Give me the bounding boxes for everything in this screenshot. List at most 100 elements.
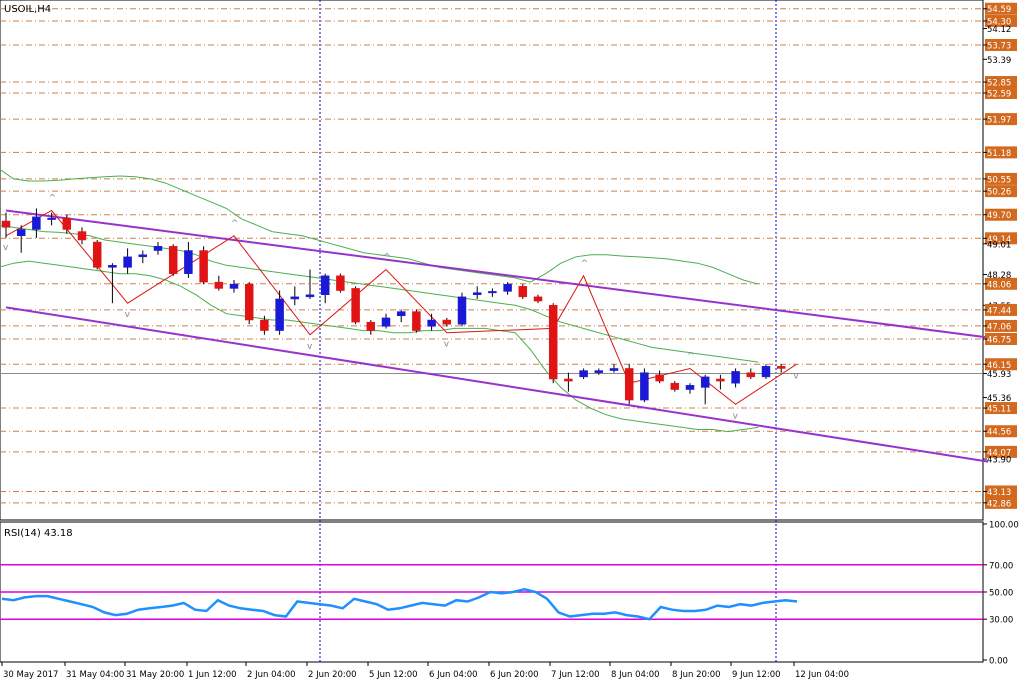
bullish-candle[interactable] <box>488 291 497 294</box>
bearish-candle[interactable] <box>214 281 224 289</box>
price-axis-label: 49.01 <box>987 240 1011 250</box>
bearish-candle[interactable] <box>442 319 452 325</box>
bollinger-upper-line <box>0 168 759 285</box>
bullish-candle[interactable] <box>685 385 695 390</box>
price-axis-label: 50.26 <box>987 188 1011 198</box>
price-level-badge <box>985 172 1017 185</box>
price-level-badge <box>985 332 1017 345</box>
bearish-candle[interactable] <box>518 286 528 298</box>
price-axis-label: 53.73 <box>987 41 1011 51</box>
bearish-candle[interactable] <box>624 368 634 401</box>
price-level-badge <box>985 358 1017 371</box>
time-axis-label: 30 May 2017 <box>3 670 58 680</box>
time-axis-label: 7 Jun 12:00 <box>551 670 600 680</box>
bearish-candle[interactable] <box>366 321 376 331</box>
bullish-candle[interactable] <box>153 246 163 251</box>
bullish-candle[interactable] <box>609 368 619 371</box>
price-axis-label: 47.44 <box>987 306 1011 316</box>
time-axis-label: 31 May 04:00 <box>66 670 124 680</box>
bullish-candle[interactable] <box>579 370 588 378</box>
bearish-candle[interactable] <box>62 217 72 230</box>
bearish-candle[interactable] <box>548 305 558 380</box>
main-price-panel[interactable] <box>0 0 984 521</box>
price-level-badge <box>985 232 1017 245</box>
bullish-candle[interactable] <box>594 370 604 373</box>
bullish-candle[interactable] <box>275 298 284 331</box>
time-axis-label: 2 Jun 20:00 <box>308 670 357 680</box>
bullish-candle[interactable] <box>381 317 391 327</box>
fractal-down-arrow-icon: v <box>733 411 739 421</box>
channel-lower-line[interactable] <box>5 306 989 463</box>
symbol-title: USOIL,H4 <box>4 4 51 15</box>
bearish-candle[interactable] <box>351 288 360 323</box>
rsi-axis-label: 30.00 <box>989 616 1013 626</box>
bullish-candle[interactable] <box>290 296 300 300</box>
fractal-down-arrow-icon: v <box>125 310 131 320</box>
bearish-candle[interactable] <box>670 382 680 390</box>
bullish-candle[interactable] <box>396 311 406 317</box>
bearish-candle[interactable] <box>776 366 786 369</box>
fractal-down-arrow-icon: v <box>307 342 313 352</box>
rsi-axis-label: 100.00 <box>989 521 1019 531</box>
price-axis-label: 48.06 <box>987 280 1011 290</box>
price-level-badge <box>985 2 1017 15</box>
bullish-candle[interactable] <box>320 275 330 296</box>
price-axis-label: 45.36 <box>987 394 1011 404</box>
rsi-axis-label: 70.00 <box>989 561 1013 571</box>
price-axis-label: 49.14 <box>987 235 1011 245</box>
bullish-candle[interactable] <box>138 254 148 258</box>
rsi-axis-label: 50.00 <box>989 589 1013 599</box>
time-axis-label: 5 Jun 12:00 <box>369 670 418 680</box>
bearish-candle[interactable] <box>92 241 102 268</box>
bullish-candle[interactable] <box>229 283 239 289</box>
price-axis-label: 54.59 <box>987 5 1011 15</box>
rsi-axis-label: 0.00 <box>989 657 1008 667</box>
bullish-candle[interactable] <box>32 216 41 230</box>
time-axis-label: 31 May 20:00 <box>126 670 184 680</box>
bullish-candle[interactable] <box>640 372 649 401</box>
bullish-candle[interactable] <box>731 371 740 384</box>
bearish-candle[interactable] <box>199 250 208 283</box>
channel-upper-line[interactable] <box>5 209 989 339</box>
price-axis-label: 50.55 <box>987 175 1011 185</box>
bullish-candle[interactable] <box>427 319 436 327</box>
price-level-badge <box>985 445 1017 458</box>
price-axis-label: 51.97 <box>987 116 1011 126</box>
bullish-candle[interactable] <box>472 292 482 296</box>
bullish-candle[interactable] <box>16 229 26 237</box>
bullish-candle[interactable] <box>700 376 710 388</box>
rsi-line <box>1 588 798 621</box>
bearish-candle[interactable] <box>168 246 178 274</box>
bearish-candle[interactable] <box>1 220 11 228</box>
bearish-candle[interactable] <box>260 319 269 331</box>
price-level-badge <box>985 86 1017 99</box>
price-axis-label: 46.15 <box>987 361 1011 371</box>
bullish-candle[interactable] <box>184 250 193 274</box>
fractal-up-arrow-icon: ^ <box>231 219 239 229</box>
bearish-candle[interactable] <box>244 283 254 321</box>
bullish-candle[interactable] <box>108 265 117 268</box>
bearish-candle[interactable] <box>336 275 345 291</box>
bearish-candle[interactable] <box>77 231 87 241</box>
price-level-badge <box>985 277 1017 290</box>
bearish-candle[interactable] <box>533 296 543 302</box>
bearish-candle[interactable] <box>564 378 573 382</box>
bullish-candle[interactable] <box>123 256 132 268</box>
price-axis-label: 44.07 <box>987 448 1011 458</box>
price-axis-label: 51.18 <box>987 149 1011 159</box>
price-axis-label: 47.06 <box>987 322 1011 332</box>
bearish-candle[interactable] <box>412 311 421 331</box>
bullish-candle[interactable] <box>503 283 512 292</box>
bearish-candle[interactable] <box>746 372 756 378</box>
rsi-indicator-label: RSI(14) 43.18 <box>4 528 73 539</box>
bearish-candle[interactable] <box>716 378 725 382</box>
price-axis-label: 45.11 <box>987 405 1011 415</box>
price-level-badge <box>985 14 1017 27</box>
bullish-candle[interactable] <box>305 294 315 298</box>
bullish-candle[interactable] <box>47 217 56 220</box>
price-axis-label: 45.93 <box>987 370 1011 380</box>
bullish-candle[interactable] <box>457 296 467 325</box>
bullish-candle[interactable] <box>761 366 771 378</box>
bearish-candle[interactable] <box>655 374 664 382</box>
